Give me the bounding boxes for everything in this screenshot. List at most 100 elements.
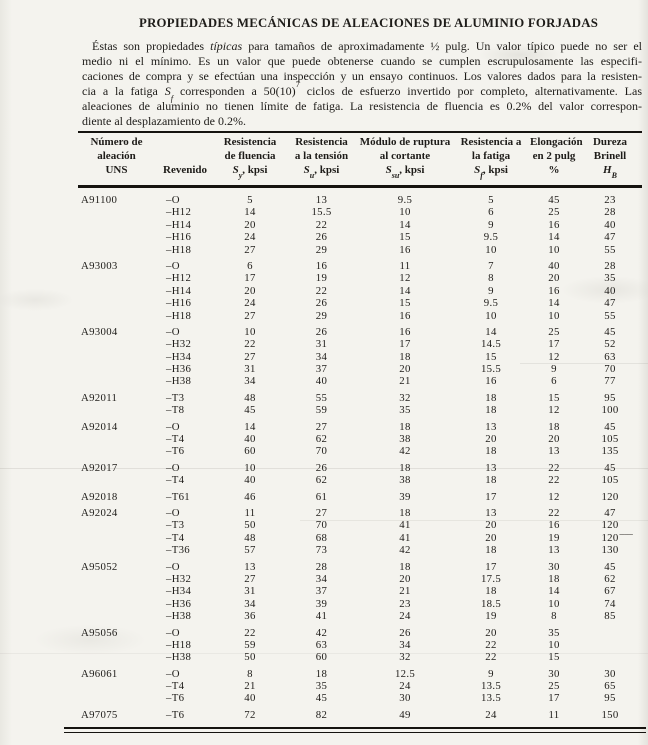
cell-hardness: 35	[604, 272, 616, 285]
cell-su: 59	[315, 404, 328, 417]
cell-elongation: 8	[551, 610, 557, 623]
cell-ssu: 32	[399, 651, 411, 664]
cell-hardness: 105	[601, 433, 619, 446]
cell-su: 70	[315, 519, 328, 532]
cell-ssu: 18	[399, 420, 411, 433]
cell-su: 15.5	[311, 206, 332, 219]
cell-hardness: 65	[604, 680, 616, 693]
cell-ssu: 24	[399, 680, 411, 693]
cell-alloy: A93003	[81, 259, 118, 272]
cell-temper: –H38	[166, 651, 192, 664]
cell-elongation: 13	[548, 445, 560, 458]
cell-alloy	[78, 433, 155, 445]
cell-elongation: 10	[548, 243, 560, 256]
cell-su: 41	[315, 610, 328, 623]
cell-sy: 27	[244, 243, 256, 256]
cell-ssu: 42	[399, 544, 411, 557]
cell-su: 26	[315, 231, 328, 244]
cell-sy: 60	[244, 445, 256, 458]
cell-alloy	[78, 404, 155, 416]
intro-line: medio ni el mínimo. Es un valor que pued…	[82, 54, 642, 69]
column-header-1: Revenido	[163, 163, 207, 176]
cell-su: 37	[315, 585, 328, 598]
cell-temper: –O	[166, 259, 180, 272]
cell-ssu: 9.5	[397, 194, 413, 206]
table-row: –H12 14 15.5 10 6 25 28	[78, 206, 642, 218]
cell-ssu: 34	[399, 638, 411, 651]
cell-sf: 20	[485, 519, 497, 532]
cell-alloy	[78, 219, 155, 231]
cell-alloy: A97075	[81, 708, 118, 721]
cell-elongation: 13	[548, 544, 560, 557]
cell-sy: 6	[247, 259, 253, 272]
cell-ssu: 15	[399, 231, 411, 244]
cell-sf: 17	[485, 560, 497, 573]
cell-hardness: 47	[604, 231, 616, 244]
cell-su: 22	[315, 284, 328, 297]
cell-su: 27	[315, 506, 328, 519]
table-row: A97075 –T6 72 82 49 24 11 150	[78, 709, 642, 721]
margin-pencil-mark: -----	[619, 529, 633, 539]
table-body: A91100 –O 5 13 9.5 5 45 23 –H12 14 15.5 10 6 25 28 –H14…	[78, 194, 642, 725]
cell-ssu: 18	[399, 461, 411, 474]
cell-sf: 7	[488, 259, 494, 272]
table-row: –H32 27 34 20 17.5 18 62	[78, 573, 642, 585]
cell-alloy	[78, 285, 155, 297]
table-row: A91100 –O 5 13 9.5 5 45 23	[78, 194, 642, 206]
cell-alloy: A92024	[81, 506, 118, 519]
cell-sf: 15	[485, 350, 497, 363]
cell-hardness: 23	[604, 194, 616, 206]
cell-sy: 10	[244, 461, 256, 474]
cell-su: 73	[315, 544, 328, 557]
cell-alloy	[78, 598, 155, 610]
cell-ssu: 41	[399, 519, 411, 532]
cell-hardness: 40	[604, 218, 616, 231]
table-row: A95052 –O 13 28 18 17 30 45	[78, 561, 642, 573]
cell-hardness: 63	[604, 350, 616, 363]
cell-sf: 18	[485, 404, 497, 417]
cell-alloy: A92011	[81, 391, 118, 404]
cell-temper: –T6	[166, 708, 185, 721]
cell-sy: 36	[244, 610, 256, 623]
cell-elongation: 35	[548, 626, 560, 639]
cell-alloy	[78, 680, 155, 692]
cell-sy: 50	[244, 519, 256, 532]
cell-sf: 8	[488, 272, 494, 285]
cell-temper: –T8	[166, 404, 185, 417]
table-row: –T4 40 62 38 20 20 105	[78, 433, 642, 445]
cell-su: 29	[315, 309, 328, 322]
cell-hardness: 67	[604, 585, 616, 598]
cell-hardness: 45	[604, 560, 616, 573]
cell-temper: –H34	[166, 585, 192, 598]
cell-ssu: 12	[399, 272, 411, 285]
cell-alloy: A95052	[81, 560, 118, 573]
cell-hardness: 62	[604, 572, 616, 585]
cell-sf: 18	[485, 474, 497, 487]
cell-elongation: 10	[548, 638, 560, 651]
cell-sy: 27	[244, 350, 256, 363]
table-row: –H34 31 37 21 18 14 67	[78, 585, 642, 597]
cell-elongation: 16	[548, 284, 560, 297]
cell-hardness: 85	[604, 610, 616, 623]
cell-sf: 18	[485, 391, 497, 404]
cell-temper: –O	[166, 626, 180, 639]
cell-alloy	[78, 272, 155, 284]
cell-sy: 20	[244, 218, 256, 231]
cell-sy: 34	[244, 597, 256, 610]
cell-sf: 9	[488, 284, 494, 297]
cell-elongation: 12	[548, 404, 560, 417]
alloy-group: A92018 –T61 46 61 39 17 12 120	[78, 491, 642, 503]
intro-line: cia a la fatiga Sf corresponden a 50(10)…	[82, 79, 642, 103]
cell-alloy	[78, 375, 155, 387]
cell-elongation: 14	[548, 297, 560, 310]
column-header-4: Módulo de ruptura al cortante Ssu, kpsi	[359, 136, 451, 180]
table-row: –H18 27 29 16 10 10 55	[78, 244, 642, 256]
cell-su: 63	[315, 638, 328, 651]
table-row: –T4 48 68 41 20 19 120	[78, 532, 642, 544]
cell-elongation: 40	[548, 259, 560, 272]
cell-ssu: 32	[399, 391, 411, 404]
cell-elongation: 45	[548, 194, 560, 206]
cell-temper: –H16	[166, 231, 192, 244]
cell-sf: 18	[485, 544, 497, 557]
cell-su: 13	[315, 194, 328, 206]
